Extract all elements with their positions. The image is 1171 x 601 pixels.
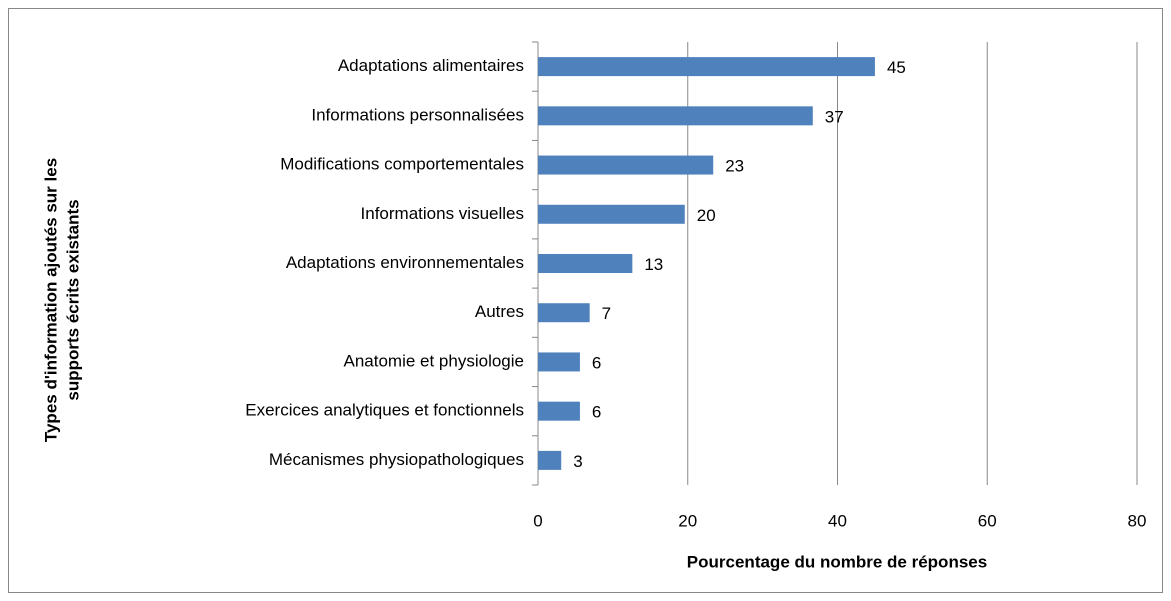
bar	[538, 401, 580, 421]
y-tick-label: Mécanismes physiopathologiques	[269, 450, 524, 469]
y-axis-title-line: supports écrits existants	[63, 199, 82, 400]
data-label: 45	[887, 58, 906, 77]
x-axis-title: Pourcentage du nombre de réponses	[687, 552, 987, 571]
y-tick-label: Informations personnalisées	[311, 105, 524, 124]
bar	[538, 450, 562, 470]
y-axis-title-line: Types d'information ajoutés sur les	[41, 158, 60, 442]
y-tick-label: Adaptations environnementales	[286, 253, 524, 272]
x-tick-label: 20	[678, 511, 697, 530]
bar	[538, 352, 580, 372]
bar	[538, 303, 590, 323]
y-tick-label: Modifications comportementales	[280, 155, 524, 174]
x-tick-label: 40	[828, 511, 847, 530]
y-tick-label: Anatomie et physiologie	[343, 351, 524, 370]
x-tick-label: 60	[978, 511, 997, 530]
data-label: 3	[573, 452, 582, 471]
data-label: 6	[592, 353, 601, 372]
bar	[538, 254, 633, 273]
bar	[538, 57, 875, 77]
y-axis-title: Types d'information ajoutés sur les supp…	[41, 158, 82, 442]
data-label: 23	[725, 157, 744, 176]
x-tick-label: 80	[1128, 511, 1147, 530]
x-tick-label: 0	[533, 511, 542, 530]
data-label: 13	[644, 255, 663, 274]
data-label: 37	[825, 107, 844, 126]
bar	[538, 106, 813, 126]
y-tick-label: Informations visuelles	[361, 204, 524, 223]
y-tick-label: Autres	[475, 302, 524, 321]
y-tick-label: Exercices analytiques et fonctionnels	[245, 401, 524, 420]
data-label: 20	[697, 206, 716, 225]
chart-frame	[8, 8, 1163, 593]
data-label: 7	[602, 304, 611, 323]
bar	[538, 155, 714, 175]
data-label: 6	[592, 403, 601, 422]
bar	[538, 204, 685, 224]
y-tick-label: Adaptations alimentaires	[338, 56, 524, 75]
